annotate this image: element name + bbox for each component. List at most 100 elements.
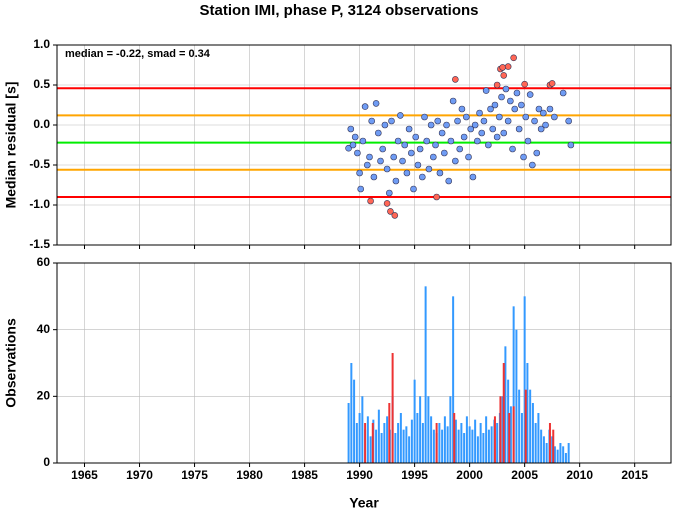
data-point	[526, 91, 534, 98]
data-point	[502, 85, 510, 93]
bar	[540, 429, 543, 463]
bar	[399, 413, 402, 463]
bar	[508, 413, 511, 463]
bar	[427, 396, 430, 463]
data-point	[567, 141, 575, 149]
data-point	[522, 113, 530, 121]
bar	[347, 403, 350, 463]
bar	[369, 436, 372, 463]
data-point	[515, 125, 523, 133]
data-point	[390, 153, 398, 161]
bar	[490, 426, 493, 463]
bar	[424, 286, 427, 463]
data-point	[388, 117, 395, 125]
bar	[441, 429, 444, 463]
bar	[438, 423, 441, 463]
bar	[383, 423, 386, 463]
data-point	[482, 87, 490, 94]
bar	[504, 346, 507, 463]
bar	[453, 413, 456, 463]
x-tick-label: 1990	[346, 468, 373, 482]
data-point	[507, 97, 514, 105]
data-point	[375, 129, 382, 137]
data-point	[367, 197, 374, 205]
bar	[397, 423, 400, 463]
bar	[474, 419, 477, 463]
data-point	[421, 113, 428, 121]
bar	[386, 416, 389, 463]
bar	[534, 423, 537, 463]
bar	[375, 429, 378, 463]
bar	[479, 423, 482, 463]
x-tick-label: 1995	[401, 468, 428, 482]
y-axis-label: Median residual [s]	[3, 82, 19, 209]
bar	[364, 423, 367, 463]
bar	[416, 413, 419, 463]
data-point	[410, 185, 417, 193]
bar	[487, 429, 490, 463]
data-point	[427, 121, 435, 129]
bar	[468, 426, 471, 463]
bar	[526, 363, 529, 463]
data-point	[518, 101, 525, 109]
bar	[355, 423, 358, 463]
data-point	[509, 145, 516, 153]
data-point	[471, 121, 479, 129]
data-point	[463, 113, 470, 121]
data-point	[345, 144, 352, 152]
data-point	[434, 117, 442, 125]
bar	[476, 436, 479, 463]
data-point	[401, 141, 409, 149]
bar	[452, 296, 455, 463]
x-tick-label: 2015	[621, 468, 648, 482]
bar	[463, 433, 466, 463]
annotation: median = -0.22, smad = 0.34	[65, 48, 211, 60]
bar	[523, 296, 526, 463]
bar	[482, 433, 485, 463]
bar	[562, 446, 565, 463]
bar	[552, 429, 555, 463]
plot-frame	[56, 44, 672, 246]
data-point	[485, 141, 492, 149]
data-point	[366, 153, 373, 161]
data-point	[356, 169, 363, 177]
data-point	[403, 169, 411, 177]
bar	[496, 423, 499, 463]
bar	[432, 429, 435, 463]
data-point	[496, 113, 503, 121]
bar	[502, 363, 505, 463]
data-point	[521, 80, 528, 88]
data-point	[383, 165, 391, 173]
bar	[548, 423, 551, 463]
bar	[515, 329, 518, 463]
bar	[371, 423, 374, 463]
data-point	[499, 64, 506, 71]
data-point	[391, 212, 399, 219]
x-tick-label: 1980	[236, 468, 263, 482]
data-point	[387, 208, 394, 215]
bar	[542, 436, 545, 463]
bar	[512, 406, 515, 463]
data-point	[469, 173, 477, 181]
data-point	[500, 129, 508, 137]
data-point	[419, 173, 426, 181]
data-point	[423, 137, 431, 145]
y-tick-label: -1.0	[29, 197, 50, 211]
data-point	[487, 105, 494, 113]
data-point	[430, 153, 437, 161]
bar	[380, 433, 383, 463]
bar	[405, 426, 408, 463]
bar	[551, 436, 554, 463]
bar	[509, 406, 512, 463]
data-point	[474, 137, 481, 145]
data-point	[368, 117, 376, 125]
y-tick-label: 0.5	[33, 77, 50, 91]
data-point	[454, 117, 461, 125]
data-point	[416, 145, 424, 153]
data-point	[441, 149, 448, 157]
bar	[556, 449, 559, 463]
bar	[443, 416, 446, 463]
bar	[457, 429, 460, 463]
bar	[408, 436, 411, 463]
